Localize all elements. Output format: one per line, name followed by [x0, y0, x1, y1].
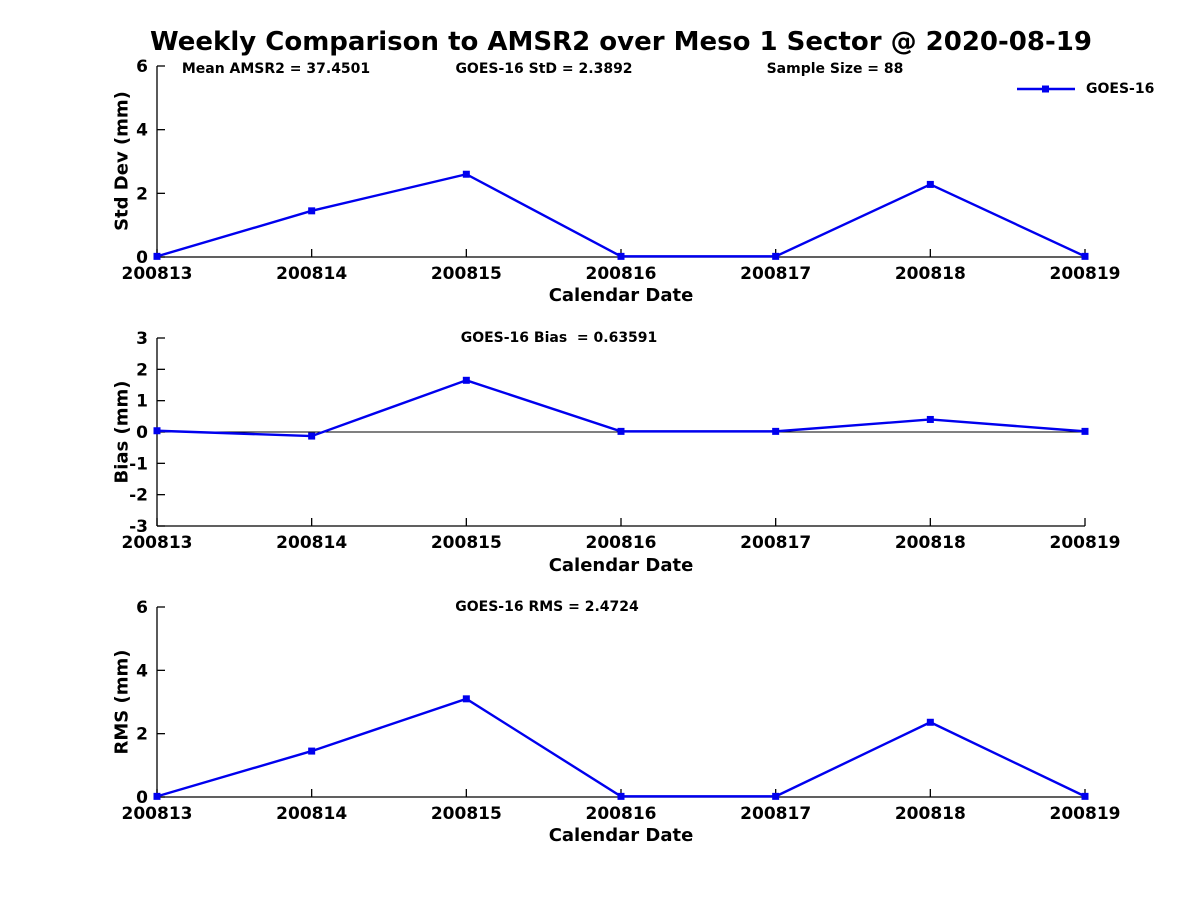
data-point-marker — [1081, 252, 1089, 260]
y-tick-label: 0 — [136, 248, 148, 268]
data-point-marker — [926, 180, 934, 188]
x-tick-label: 200813 — [122, 804, 193, 824]
x-tick-label: 200817 — [740, 533, 811, 553]
x-tick-label: 200814 — [276, 264, 347, 284]
legend-label: GOES-16 — [1086, 81, 1155, 97]
data-point-marker — [462, 170, 470, 178]
x-tick-label: 200814 — [276, 804, 347, 824]
stddev-plot: 0 2 4 6 200813 200814 200815 200816 200817 200818… — [122, 57, 1121, 284]
x-tick-label: 200815 — [431, 533, 502, 553]
x-tick-label: 200815 — [431, 264, 502, 284]
data-point-marker — [462, 695, 470, 703]
y-tick-label: 4 — [136, 661, 148, 681]
data-point-marker — [617, 427, 625, 435]
series-line — [156, 379, 1086, 438]
data-point-marker — [772, 792, 780, 800]
annotation-goes16-rms: GOES-16 RMS = 2.4724 — [455, 599, 639, 615]
annotation-goes16-std: GOES-16 StD = 2.3892 — [455, 61, 633, 77]
y-tick-label: 4 — [136, 121, 148, 141]
y-tick-label: 2 — [136, 184, 148, 204]
x-tick-label: 200813 — [122, 533, 193, 553]
x-tick-label: 200818 — [895, 804, 966, 824]
data-point-marker — [772, 427, 780, 435]
x-tick-label: 200815 — [431, 804, 502, 824]
y-tick-label: 6 — [136, 57, 148, 77]
x-tick-label: 200818 — [895, 264, 966, 284]
data-point-marker — [1081, 792, 1089, 800]
data-point-marker — [308, 747, 316, 755]
y-tick-label: -3 — [129, 517, 148, 537]
series-line — [156, 172, 1086, 258]
data-point-marker — [926, 718, 934, 726]
y-tick-label: 2 — [136, 360, 148, 380]
data-point-marker — [308, 207, 316, 215]
data-point-marker — [462, 376, 470, 384]
y-tick-label: 1 — [136, 392, 148, 412]
x-tick-label: 200817 — [740, 264, 811, 284]
data-point-marker — [772, 252, 780, 260]
annotation-goes16-bias: GOES-16 Bias = 0.63591 — [460, 330, 658, 346]
bias-plot: -3 -2 -1 0 1 2 3 200813 200814 200815 200816 200817… — [122, 329, 1121, 553]
x-tick-label: 200819 — [1050, 533, 1121, 553]
legend: GOES-16 — [1016, 80, 1154, 98]
data-point-marker — [1081, 427, 1089, 435]
annotation-sample-size: Sample Size = 88 — [766, 61, 904, 77]
x-axis-label-bias: Calendar Date — [548, 555, 694, 576]
x-axis-label-stddev: Calendar Date — [548, 285, 694, 306]
data-point-marker — [617, 252, 625, 260]
y-tick-label: 0 — [136, 423, 148, 443]
x-tick-label: 200814 — [276, 533, 347, 553]
data-point-marker — [308, 432, 316, 440]
data-point-marker — [153, 252, 161, 260]
y-tick-label: -2 — [129, 486, 148, 506]
data-point-marker — [926, 415, 934, 423]
rms-plot: 0 2 4 6 200813 200814 200815 200816 200817 200818… — [122, 598, 1121, 824]
x-tick-label: 200819 — [1050, 804, 1121, 824]
x-tick-label: 200819 — [1050, 264, 1121, 284]
y-tick-label: 3 — [136, 329, 148, 349]
x-tick-label: 200816 — [586, 533, 657, 553]
y-tick-label: 0 — [136, 788, 148, 808]
x-tick-label: 200817 — [740, 804, 811, 824]
y-tick-label: 6 — [136, 598, 148, 618]
figure-title: Weekly Comparison to AMSR2 over Meso 1 S… — [150, 27, 1092, 57]
x-tick-label: 200816 — [586, 804, 657, 824]
series-line — [156, 697, 1086, 798]
x-axis-label-rms: Calendar Date — [548, 825, 694, 846]
data-point-marker — [617, 792, 625, 800]
data-point-marker — [153, 792, 161, 800]
legend-line-icon — [1017, 85, 1075, 93]
x-tick-label: 200813 — [122, 264, 193, 284]
x-tick-label: 200818 — [895, 533, 966, 553]
data-point-marker — [153, 427, 161, 435]
x-tick-label: 200816 — [586, 264, 657, 284]
y-tick-label: 2 — [136, 725, 148, 745]
y-tick-label: -1 — [129, 454, 148, 474]
annotation-mean-amsr2: Mean AMSR2 = 37.4501 — [181, 61, 371, 77]
